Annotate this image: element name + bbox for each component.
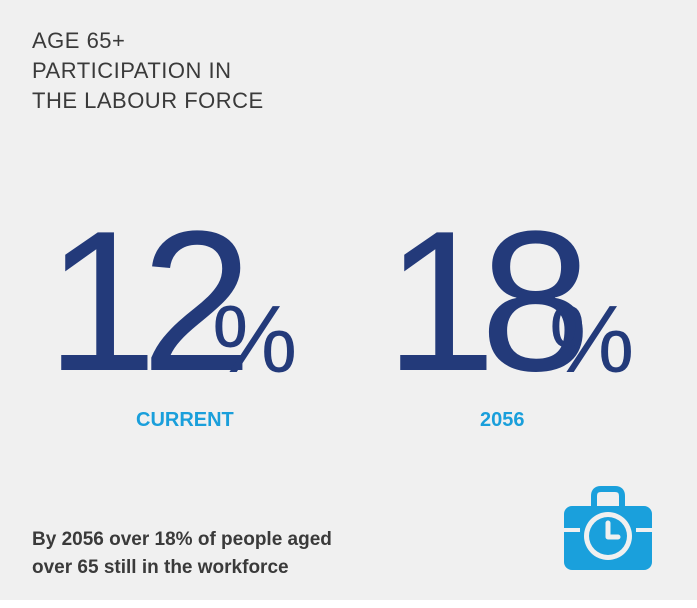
stat-2056: 18 % 2056	[385, 190, 655, 442]
stat-current-percent-sign: %	[212, 286, 298, 393]
infographic-title: AGE 65+ PARTICIPATION IN THE LABOUR FORC…	[32, 26, 264, 116]
stat-current: 12 % CURRENT	[46, 190, 316, 442]
infographic-caption: By 2056 over 18% of people aged over 65 …	[32, 526, 332, 582]
title-line-2: PARTICIPATION IN	[32, 58, 232, 83]
stat-2056-percent-sign: %	[549, 286, 635, 393]
stat-current-label: CURRENT	[136, 409, 234, 431]
stat-2056-number: 18	[385, 190, 592, 413]
briefcase-clock-icon	[564, 486, 652, 570]
stat-current-number: 12	[46, 190, 253, 413]
caption-line-1: By 2056 over 18% of people aged	[32, 529, 332, 550]
caption-line-2: over 65 still in the workforce	[32, 557, 289, 578]
title-line-1: AGE 65+	[32, 28, 126, 53]
stat-2056-label: 2056	[480, 409, 525, 431]
title-line-3: THE LABOUR FORCE	[32, 88, 264, 113]
